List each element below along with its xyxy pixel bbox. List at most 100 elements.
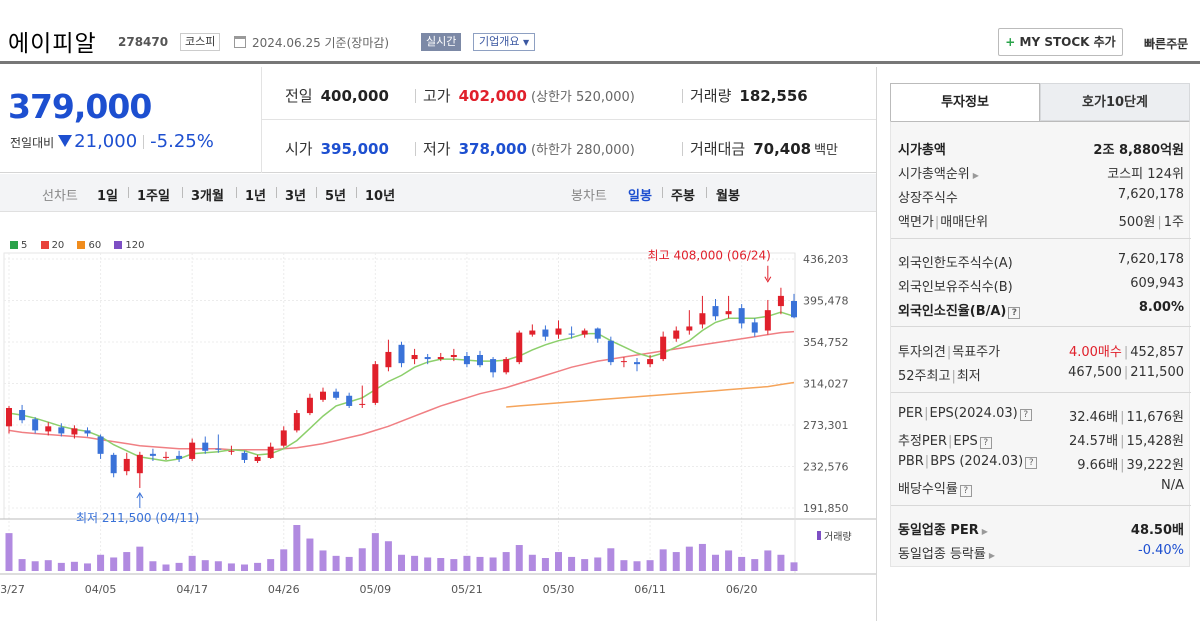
candle-body — [320, 391, 326, 400]
price-chart[interactable]: 436,203 395,478 354,752 314,027 273,301 232,5… — [0, 213, 876, 621]
x-tick-label: 05/21 — [451, 583, 483, 596]
prev-close-value: 400,000 — [320, 87, 389, 105]
help-icon[interactable]: ? — [1019, 409, 1032, 421]
candle-body — [673, 330, 680, 339]
candle-body — [123, 458, 130, 472]
panel-tabs: 투자정보 호가10단계 — [890, 83, 1190, 121]
candle-body — [267, 446, 274, 458]
y-tick-label: 191,850 — [803, 502, 849, 515]
candle-body — [634, 362, 640, 365]
candle-body — [542, 329, 549, 337]
help-icon[interactable]: ? — [1025, 457, 1038, 469]
company-overview-dropdown[interactable]: 기업개요 ▼ — [473, 33, 536, 51]
candle-body — [333, 391, 340, 398]
period-1y[interactable]: 1년 — [245, 189, 267, 204]
volume-bar — [254, 562, 262, 571]
row-market-cap-rank[interactable]: 시가총액순위 ▶ 코스피 124위 — [898, 167, 1184, 182]
change-percent: -5.25% — [150, 131, 214, 152]
line-chart-label: 선차트 — [42, 189, 78, 204]
candle-body — [136, 454, 143, 474]
add-mystock-button[interactable]: + MY STOCK 추가 — [998, 28, 1123, 56]
candle-body — [712, 306, 719, 317]
amount-label: 거래대금 — [690, 140, 746, 158]
volume-bar — [175, 562, 183, 571]
low-value: 378,000 — [458, 140, 527, 158]
ma60-line — [506, 381, 795, 408]
volume-bar — [528, 554, 536, 571]
volume-bar — [725, 550, 733, 571]
volume-bar — [672, 552, 680, 571]
help-icon[interactable]: ? — [959, 485, 972, 497]
down-arrow-icon — [58, 135, 73, 147]
volume-label: 거래량 — [824, 531, 852, 543]
volume-bar — [764, 550, 772, 571]
volume-bar — [659, 549, 667, 571]
period-1d[interactable]: 1일 — [97, 189, 119, 204]
volume-bar — [44, 560, 52, 571]
prev-close: 전일 400,000 — [285, 85, 389, 106]
candle-body — [110, 454, 117, 474]
current-price-box: 379,000 전일대비 21,000 -5.25% — [0, 67, 262, 173]
volume-bar — [149, 561, 157, 571]
volume-bar — [489, 557, 497, 571]
tab-investment-info[interactable]: 투자정보 — [890, 83, 1040, 121]
candle-body — [477, 354, 483, 366]
legend-ma5: 5 — [10, 240, 27, 251]
y-tick-label: 273,301 — [803, 419, 849, 432]
period-10y[interactable]: 10년 — [365, 189, 396, 204]
x-tick-label: 04/17 — [176, 583, 208, 596]
low-arrow-head — [136, 492, 144, 499]
help-icon[interactable]: ? — [1008, 307, 1021, 319]
row-par-value: 액면가|매매단위 500원 | 1주 — [898, 215, 1184, 230]
candle-body — [202, 442, 209, 451]
volume-bar — [541, 558, 549, 571]
candle-body — [176, 455, 183, 459]
candle-body — [241, 452, 248, 460]
lower-limit: (하한가 280,000) — [530, 143, 635, 158]
low-price: 저가 378,000 (하한가 280,000) — [423, 138, 635, 159]
candle-body — [777, 295, 784, 307]
candle-body — [607, 340, 614, 363]
candle-body — [503, 359, 510, 373]
row-52week: 52주최고|최저 467,500 | 211,500 — [898, 365, 1184, 384]
candle-body — [293, 413, 300, 431]
volume-bar — [437, 558, 445, 571]
row-industry-change[interactable]: 동일업종 등락률 ▶ -0.40% — [898, 543, 1184, 562]
current-price: 379,000 — [8, 87, 152, 126]
period-3m[interactable]: 3개월 — [191, 189, 224, 204]
quick-order-button[interactable]: 빠른주문 — [1144, 37, 1189, 51]
dropdown-arrow-icon: ▼ — [522, 38, 530, 47]
row-market-cap: 시가총액 2조 8,880억원 — [898, 143, 1184, 158]
period-monthly[interactable]: 월봉 — [716, 189, 740, 204]
volume-bar — [280, 549, 288, 571]
x-tick-label: 06/20 — [726, 583, 758, 596]
volume-bar — [188, 555, 196, 571]
volume-bar — [201, 560, 209, 571]
tab-orderbook[interactable]: 호가10단계 — [1040, 83, 1190, 121]
period-weekly[interactable]: 주봉 — [671, 189, 695, 204]
candle-body — [555, 328, 562, 335]
period-1w[interactable]: 1주일 — [137, 189, 170, 204]
realtime-button[interactable]: 실시간 — [421, 33, 462, 51]
period-5y[interactable]: 5년 — [325, 189, 347, 204]
volume-bar — [476, 556, 484, 571]
y-tick-label: 395,478 — [803, 295, 849, 308]
volume-bar — [123, 552, 131, 571]
period-daily[interactable]: 일봉 — [628, 189, 652, 204]
candle-body — [764, 310, 771, 331]
period-3y[interactable]: 3년 — [285, 189, 307, 204]
candle-body — [97, 436, 104, 454]
candle-body — [149, 453, 156, 456]
candle-body — [450, 354, 457, 358]
candle-body — [660, 336, 667, 360]
candle-body — [71, 428, 78, 435]
volume-bar — [685, 546, 693, 571]
help-icon[interactable]: ? — [979, 437, 992, 449]
candle-body — [725, 311, 732, 315]
volume-bar — [162, 564, 170, 571]
candle-body — [58, 427, 65, 434]
candle-body — [19, 410, 26, 421]
volume-bar — [214, 561, 222, 571]
candle-body — [738, 308, 745, 324]
row-industry-per[interactable]: 동일업종 PER ▶ 48.50배 — [898, 523, 1184, 538]
